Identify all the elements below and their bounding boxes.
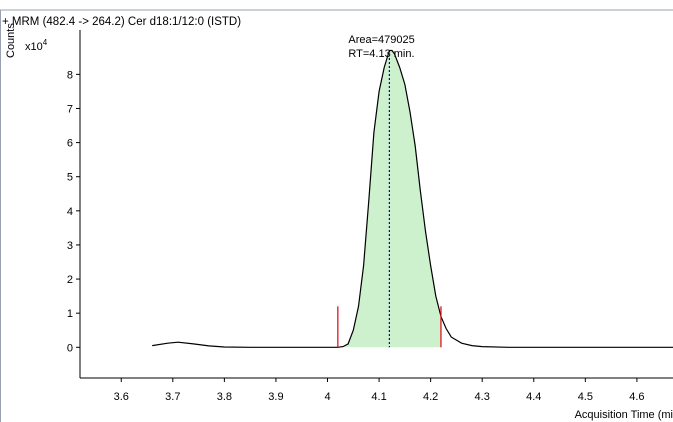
x-tick-label: 4.4: [526, 391, 541, 403]
x-tick-label: 4: [324, 391, 330, 403]
y-tick-label: 2: [67, 274, 73, 286]
area-annotation: Area=479025: [348, 34, 414, 46]
x-tick-label: 4.6: [629, 391, 644, 403]
series-trace-line: [152, 49, 673, 348]
y-tick-label: 6: [67, 138, 73, 150]
x-axis-label: Acquisition Time (mi: [575, 409, 673, 421]
x-tick-label: 3.6: [114, 391, 129, 403]
y-tick-label: 5: [67, 172, 73, 184]
y-multiplier-label: x104: [25, 38, 48, 53]
y-tick-label: 3: [67, 240, 73, 252]
x-tick-label: 4.2: [423, 391, 438, 403]
y-tick-label: 0: [67, 342, 73, 354]
x-tick-label: 3.9: [268, 391, 283, 403]
y-axis-label: Counts: [5, 23, 17, 58]
y-multiplier-base: x10: [25, 41, 43, 53]
y-tick-label: 4: [67, 206, 73, 218]
x-tick-label: 3.8: [217, 391, 232, 403]
chart-title: + MRM (482.4 -> 264.2) Cer d18:1/12:0 (I…: [2, 16, 241, 28]
x-tick-label: 4.1: [371, 391, 386, 403]
rt-annotation: RT=4.13 min.: [348, 48, 414, 60]
x-tick-label: 4.5: [578, 391, 593, 403]
y-tick-label: 8: [67, 69, 73, 81]
x-tick-label: 4.3: [475, 391, 490, 403]
x-tick-label: 3.7: [165, 391, 180, 403]
y-tick-label: 1: [67, 308, 73, 320]
y-ticks-group: 0 1 2 3 4 5 6 7 8: [67, 69, 80, 354]
x-ticks-group: 3.6 3.7 3.8 3.9 4 4.1 4.2 4.3 4.4 4.5 4.6: [114, 378, 645, 403]
y-tick-label: 7: [67, 103, 73, 115]
y-multiplier-exponent: 4: [43, 38, 48, 47]
